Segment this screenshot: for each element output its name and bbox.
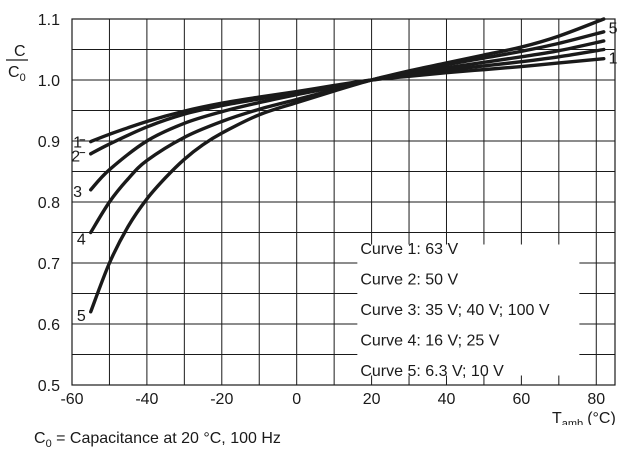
- series-3-line: [89, 39, 606, 192]
- y-tick-label: 0.6: [38, 317, 60, 334]
- curve-label: 5: [609, 21, 618, 38]
- y-tick-label: 0.8: [38, 195, 60, 212]
- legend-entry: Curve 5: 6.3 V; 10 V: [360, 363, 504, 380]
- x-axis-title-main: T: [552, 410, 562, 425]
- y-tick-label: 1.1: [38, 12, 60, 29]
- plot-frame: [71, 18, 616, 386]
- series-4-line: [89, 30, 606, 235]
- curve-label: 4: [77, 232, 86, 249]
- grid: [72, 19, 615, 385]
- x-axis-title-sub: amb: [562, 418, 583, 425]
- caption-text: = Capacitance at 20 °C, 100 Hz: [51, 430, 281, 447]
- y-axis-title-denominator-sub: 0: [20, 72, 26, 84]
- y-tick-label: 0.5: [38, 378, 60, 395]
- y-axis-title: C C0: [6, 43, 28, 84]
- legend-entry: Curve 2: 50 V: [360, 271, 458, 288]
- legend: Curve 1: 63 V Curve 2: 50 V Curve 3: 35 V;…: [360, 241, 549, 380]
- curve-label: 1: [73, 135, 82, 152]
- x-tick-label: 20: [363, 391, 381, 408]
- curve-label: 5: [77, 308, 86, 325]
- x-tick-label: 0: [292, 391, 301, 408]
- x-tick-label: -60: [60, 391, 83, 408]
- legend-entry: Curve 4: 16 V; 25 V: [360, 332, 499, 349]
- curve-label: 1: [609, 50, 618, 67]
- legend-background: [357, 244, 580, 376]
- caption: C0 = Capacitance at 20 °C, 100 Hz: [34, 430, 281, 450]
- curve-label: 3: [73, 184, 82, 201]
- y-tick-label: 1.0: [38, 73, 60, 90]
- x-tick-label: 80: [587, 391, 605, 408]
- y-axis-title-numerator: C: [14, 43, 26, 60]
- caption-symbol: C: [34, 430, 46, 447]
- chart-svg: -60 -40 -20 0 20 40 60 800.50.60.70.80.91.01.1 …: [6, 12, 618, 425]
- x-axis-title-unit: (°C): [587, 410, 616, 425]
- svg-text:C0: C0: [8, 64, 26, 84]
- x-tick-label: 40: [438, 391, 456, 408]
- svg-text:Tamb(°C): Tamb (°C): [552, 410, 616, 425]
- x-axis-title: Tamb (°C): [552, 410, 616, 425]
- caption-symbol-sub: 0: [45, 438, 52, 451]
- y-axis-title-denominator: C: [8, 64, 20, 81]
- series-group: [89, 17, 606, 314]
- x-tick-label: 60: [512, 391, 530, 408]
- y-tick-label: 0.7: [38, 256, 60, 273]
- series-5-line: [89, 17, 606, 314]
- curve-label: 2: [71, 149, 80, 166]
- x-tick-label: -20: [210, 391, 233, 408]
- x-tick-label: -40: [135, 391, 158, 408]
- y-tick-label: 0.9: [38, 134, 60, 151]
- legend-entry: Curve 3: 35 V; 40 V; 100 V: [360, 302, 549, 319]
- axis-ticks: -60 -40 -20 0 20 40 60 80 0.5 0.6 0.7 0.8 0.9 1.0 1.1: [38, 12, 606, 408]
- legend-entry: Curve 1: 63 V: [360, 241, 458, 258]
